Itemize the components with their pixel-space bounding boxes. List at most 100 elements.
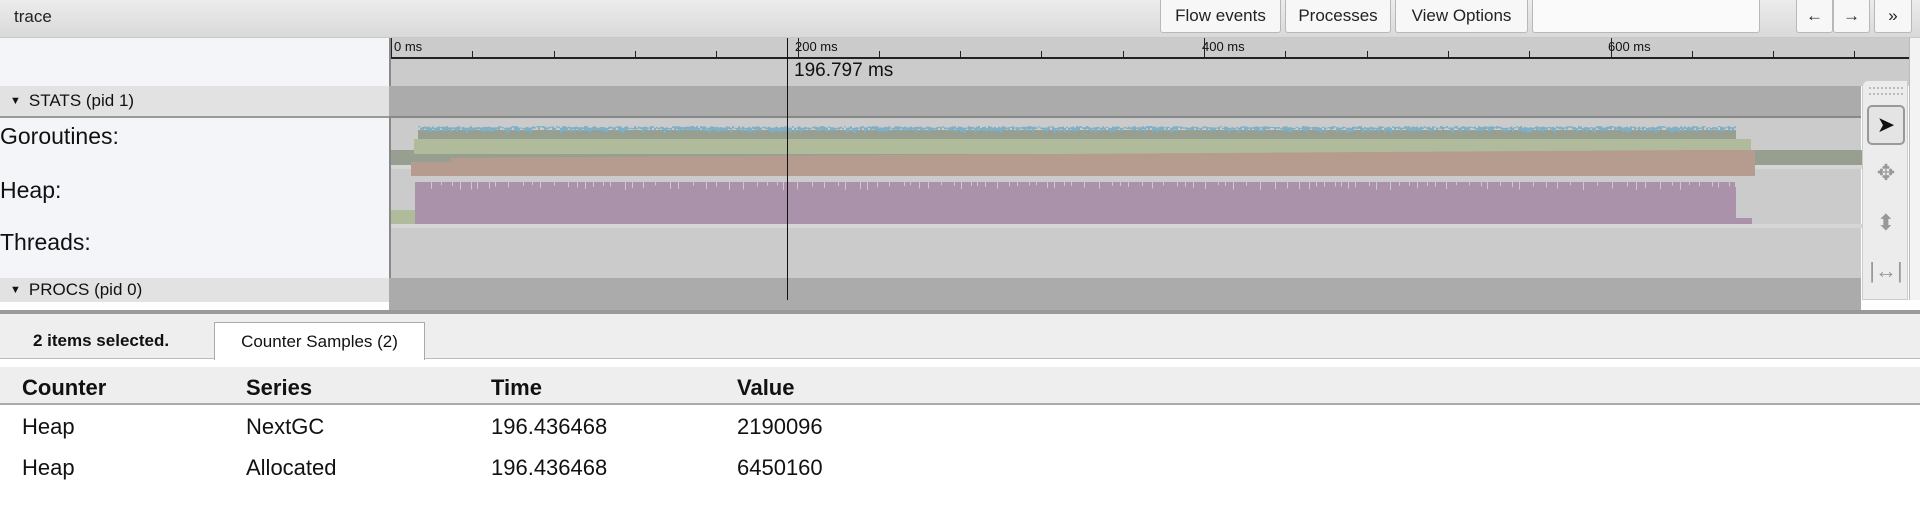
goroutines-spike bbox=[1536, 126, 1538, 131]
goroutines-spike bbox=[750, 127, 752, 132]
goroutines-spike bbox=[1690, 127, 1692, 131]
goroutines-spike bbox=[742, 126, 744, 132]
processes-button[interactable]: Processes bbox=[1285, 0, 1391, 33]
heap-allocated-bar bbox=[931, 154, 939, 176]
column-header-series[interactable]: Series bbox=[246, 375, 313, 400]
heap-allocated-bar bbox=[1083, 153, 1091, 176]
goroutines-spike bbox=[1350, 127, 1352, 132]
goroutines-spike bbox=[1374, 127, 1376, 130]
panel-resize-divider[interactable] bbox=[0, 310, 1920, 314]
heap-allocated-bar bbox=[1059, 153, 1067, 176]
goroutines-spike bbox=[602, 126, 604, 131]
tab-counter-samples[interactable]: Counter Samples (2) bbox=[214, 322, 425, 360]
goroutines-spike bbox=[650, 126, 652, 131]
zoom-tool-button[interactable]: ⬍ bbox=[1867, 203, 1905, 243]
goroutines-spike bbox=[980, 127, 982, 131]
goroutines-spike bbox=[840, 126, 842, 129]
heap-allocated-bar bbox=[547, 157, 555, 176]
goroutines-spike bbox=[774, 127, 776, 131]
timing-tool-button[interactable]: |↔| bbox=[1867, 251, 1905, 291]
counter-tracks-svg bbox=[391, 126, 1863, 228]
column-header-time[interactable]: Time bbox=[491, 375, 542, 400]
goroutines-spike bbox=[1372, 127, 1374, 132]
goroutines-spike bbox=[882, 127, 884, 133]
more-button[interactable]: » bbox=[1874, 0, 1912, 33]
drag-handle[interactable] bbox=[1869, 87, 1903, 95]
goroutines-spike bbox=[560, 127, 562, 133]
goroutines-spike bbox=[1408, 126, 1410, 131]
goroutines-spike bbox=[464, 127, 466, 131]
minor-tick bbox=[1447, 51, 1449, 58]
goroutines-spike bbox=[428, 126, 430, 131]
goroutines-spike bbox=[1726, 126, 1728, 128]
threads-baseline bbox=[391, 210, 415, 224]
goroutines-spike bbox=[1624, 127, 1626, 131]
threads-dip bbox=[532, 182, 533, 186]
goroutines-spike bbox=[426, 126, 428, 131]
goroutines-spike bbox=[1252, 127, 1254, 129]
goroutines-spike bbox=[1602, 127, 1604, 131]
back-button[interactable]: ← bbox=[1796, 0, 1833, 33]
counter-tracks[interactable] bbox=[389, 118, 1863, 278]
goroutines-spike bbox=[704, 126, 706, 132]
pan-tool-button[interactable]: ✥ bbox=[1867, 153, 1905, 193]
goroutines-spike bbox=[1268, 126, 1270, 130]
goroutines-spike bbox=[1112, 126, 1114, 132]
threads-dip bbox=[1246, 182, 1247, 186]
process-header-stats[interactable]: ▼ STATS (pid 1) bbox=[0, 86, 389, 118]
vertical-scrollbar[interactable] bbox=[1909, 38, 1920, 300]
goroutines-spike bbox=[1394, 126, 1396, 132]
heap-allocated-bar bbox=[883, 155, 891, 176]
goroutines-spike bbox=[1540, 127, 1542, 132]
heap-allocated-bar bbox=[795, 155, 803, 176]
heap-allocated-bar bbox=[1123, 153, 1131, 176]
goroutines-spike bbox=[804, 126, 806, 130]
goroutines-spike bbox=[662, 127, 664, 131]
heap-allocated-bar bbox=[499, 157, 507, 176]
goroutines-spike bbox=[1256, 126, 1258, 131]
heap-allocated-bar bbox=[1171, 153, 1179, 176]
goroutines-spike bbox=[1278, 126, 1280, 129]
goroutines-spike bbox=[512, 126, 514, 128]
forward-button[interactable]: → bbox=[1833, 0, 1870, 33]
goroutines-spike bbox=[1376, 127, 1378, 130]
goroutines-spike bbox=[1422, 127, 1424, 130]
threads-dip bbox=[1481, 182, 1482, 187]
goroutines-spike bbox=[1486, 126, 1488, 129]
track-separator bbox=[391, 224, 1863, 228]
goroutines-spike bbox=[1166, 126, 1168, 131]
goroutines-spike bbox=[1610, 126, 1612, 130]
goroutines-spike bbox=[1470, 126, 1472, 128]
minor-tick bbox=[1773, 51, 1775, 58]
goroutines-spike bbox=[850, 126, 852, 129]
goroutines-spike bbox=[1186, 127, 1188, 130]
process-header-procs[interactable]: ▼ PROCS (pid 0) bbox=[0, 278, 389, 302]
threads-dip bbox=[577, 182, 578, 188]
goroutines-spike bbox=[954, 126, 956, 130]
goroutines-spike bbox=[490, 127, 492, 132]
time-ruler[interactable]: 0 ms 200 ms 400 ms 600 ms 196.797 ms bbox=[389, 38, 1909, 86]
select-tool-button[interactable]: ➤ bbox=[1867, 105, 1905, 145]
threads-dip bbox=[1120, 182, 1121, 187]
goroutines-spike bbox=[1542, 126, 1544, 132]
flow-events-button[interactable]: Flow events bbox=[1160, 0, 1281, 33]
view-options-button[interactable]: View Options bbox=[1395, 0, 1528, 33]
heap-allocated-bar bbox=[923, 154, 931, 176]
heap-allocated-bar bbox=[1091, 153, 1099, 176]
goroutines-spike bbox=[1280, 127, 1282, 130]
goroutines-spike bbox=[600, 126, 602, 131]
goroutines-spike bbox=[888, 126, 890, 131]
goroutines-spike bbox=[696, 126, 698, 131]
search-input[interactable] bbox=[1532, 0, 1760, 33]
goroutines-spike bbox=[1626, 126, 1628, 132]
heap-allocated-bar bbox=[851, 155, 859, 176]
heap-allocated-bar bbox=[755, 155, 763, 176]
heap-allocated-bar bbox=[507, 157, 515, 176]
goroutines-spike bbox=[1082, 127, 1084, 129]
column-header-counter[interactable]: Counter bbox=[22, 375, 107, 400]
goroutines-spike bbox=[1240, 126, 1242, 130]
heap-allocated-bar bbox=[1627, 150, 1635, 176]
goroutines-spike bbox=[760, 127, 762, 132]
column-header-value[interactable]: Value bbox=[737, 375, 795, 400]
goroutines-spike bbox=[1348, 127, 1350, 133]
